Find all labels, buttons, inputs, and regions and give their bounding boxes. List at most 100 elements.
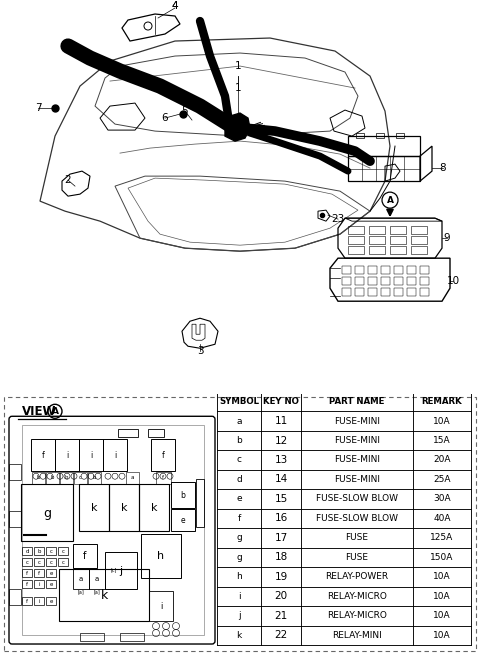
Text: b: b xyxy=(92,476,96,480)
Text: c: c xyxy=(49,549,52,553)
Text: k: k xyxy=(91,503,97,513)
Text: 8: 8 xyxy=(440,163,446,173)
Text: 10A: 10A xyxy=(433,631,451,640)
Text: SYMBOL: SYMBOL xyxy=(219,397,259,406)
Text: b: b xyxy=(236,436,242,445)
Text: 21: 21 xyxy=(275,611,288,621)
Text: e: e xyxy=(180,515,185,525)
Text: 10A: 10A xyxy=(433,611,451,620)
Text: e: e xyxy=(49,599,53,603)
Text: c: c xyxy=(61,549,64,553)
Text: PART NAME: PART NAME xyxy=(329,397,384,406)
Text: FUSE-MINI: FUSE-MINI xyxy=(334,436,380,445)
Text: KEY NO: KEY NO xyxy=(263,397,299,406)
Text: f: f xyxy=(26,571,28,576)
Text: a: a xyxy=(236,417,242,426)
Text: 4: 4 xyxy=(172,1,178,11)
Text: a: a xyxy=(79,576,83,582)
Text: 30A: 30A xyxy=(433,495,451,504)
Text: e: e xyxy=(49,571,53,576)
Text: 10A: 10A xyxy=(433,592,451,601)
Text: FUSE-SLOW BLOW: FUSE-SLOW BLOW xyxy=(316,514,398,523)
Text: g: g xyxy=(236,553,242,562)
Text: j: j xyxy=(120,566,122,576)
Text: FUSE-MINI: FUSE-MINI xyxy=(334,455,380,464)
Text: e: e xyxy=(49,582,53,587)
Text: 11: 11 xyxy=(275,416,288,426)
Text: 6: 6 xyxy=(162,113,168,123)
Text: i: i xyxy=(90,451,92,460)
Text: [c]: [c] xyxy=(111,568,117,572)
Text: 10A: 10A xyxy=(433,417,451,426)
Text: f: f xyxy=(238,514,240,523)
Text: 13: 13 xyxy=(275,455,288,465)
Text: b: b xyxy=(36,476,40,480)
Text: j: j xyxy=(238,611,240,620)
Text: f: f xyxy=(38,571,40,576)
Text: b: b xyxy=(64,476,68,480)
Text: 2: 2 xyxy=(65,175,72,185)
Text: i: i xyxy=(114,451,116,460)
Text: FUSE-MINI: FUSE-MINI xyxy=(334,417,380,426)
Text: k: k xyxy=(100,589,108,601)
Text: 3: 3 xyxy=(197,346,204,356)
Text: 25A: 25A xyxy=(433,475,451,484)
Text: 20A: 20A xyxy=(433,455,451,464)
Text: 20: 20 xyxy=(275,591,288,601)
Text: 15A: 15A xyxy=(433,436,451,445)
Text: k: k xyxy=(236,631,241,640)
Text: g: g xyxy=(236,533,242,542)
Text: 22: 22 xyxy=(275,630,288,641)
Text: 19: 19 xyxy=(275,572,288,582)
Text: 1: 1 xyxy=(235,83,241,93)
Text: b: b xyxy=(50,476,54,480)
Text: [a]: [a] xyxy=(78,590,84,595)
Text: 18: 18 xyxy=(275,552,288,563)
Text: 14: 14 xyxy=(275,474,288,485)
Text: i: i xyxy=(160,601,162,610)
Text: FUSE-MINI: FUSE-MINI xyxy=(334,475,380,484)
Text: 9: 9 xyxy=(444,233,450,243)
Text: 10: 10 xyxy=(446,276,459,286)
Text: i: i xyxy=(38,599,40,603)
Text: i: i xyxy=(38,582,40,587)
Text: f: f xyxy=(162,451,164,460)
Text: A: A xyxy=(386,196,394,204)
Text: e: e xyxy=(236,495,242,504)
Text: c: c xyxy=(25,559,28,565)
Text: 5: 5 xyxy=(182,106,188,116)
Text: d: d xyxy=(25,549,29,553)
Text: 7: 7 xyxy=(35,103,41,113)
Text: VIEW: VIEW xyxy=(22,405,57,418)
Text: b: b xyxy=(180,491,185,500)
Text: b: b xyxy=(37,549,41,553)
Text: i: i xyxy=(66,451,68,460)
Text: FUSE: FUSE xyxy=(346,553,369,562)
Text: f: f xyxy=(42,451,44,460)
Text: f: f xyxy=(84,551,87,561)
Text: h: h xyxy=(157,551,165,561)
Text: 12: 12 xyxy=(275,436,288,445)
Text: c: c xyxy=(61,559,64,565)
Text: k: k xyxy=(151,503,157,513)
Text: 1: 1 xyxy=(235,61,241,71)
Text: a: a xyxy=(130,476,134,480)
Text: f: f xyxy=(162,476,164,480)
Text: i: i xyxy=(238,592,240,601)
Text: A: A xyxy=(51,407,59,416)
Text: RELAY-MICRO: RELAY-MICRO xyxy=(327,611,387,620)
Text: f: f xyxy=(26,582,28,587)
Text: c: c xyxy=(79,476,82,480)
Text: c: c xyxy=(37,559,40,565)
Text: c: c xyxy=(237,455,241,464)
Text: f: f xyxy=(26,599,28,603)
Text: 125A: 125A xyxy=(431,533,454,542)
Text: 10A: 10A xyxy=(433,572,451,582)
Text: 150A: 150A xyxy=(430,553,454,562)
Text: FUSE-SLOW BLOW: FUSE-SLOW BLOW xyxy=(316,495,398,504)
Text: RELAY-MICRO: RELAY-MICRO xyxy=(327,592,387,601)
Polygon shape xyxy=(225,113,250,141)
Text: 17: 17 xyxy=(275,533,288,543)
Text: REMARK: REMARK xyxy=(421,397,462,406)
Text: h: h xyxy=(236,572,242,582)
